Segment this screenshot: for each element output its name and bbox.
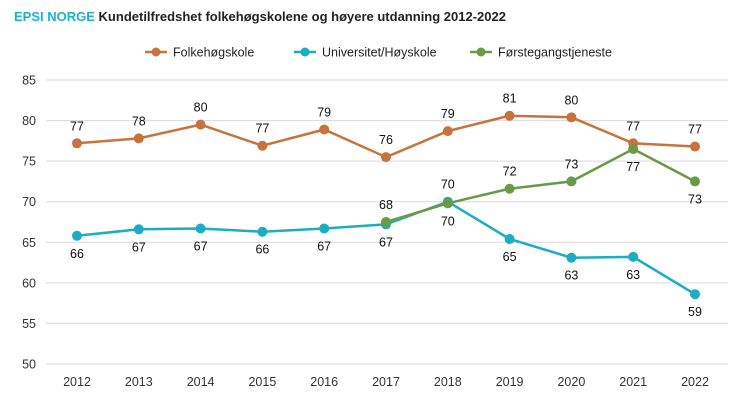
data-point	[690, 289, 700, 300]
y-tick-label: 55	[22, 317, 36, 331]
data-label: 77	[688, 123, 702, 137]
legend-marker	[476, 47, 486, 57]
data-point	[319, 223, 330, 234]
data-point	[133, 224, 144, 235]
data-label: 63	[626, 268, 640, 282]
data-label: 70	[441, 214, 455, 228]
x-tick-label: 2017	[372, 375, 400, 389]
data-point	[566, 112, 577, 123]
data-label: 80	[194, 101, 208, 115]
y-tick-label: 60	[22, 276, 36, 290]
data-label: 79	[441, 107, 455, 121]
data-point	[442, 198, 453, 209]
y-tick-label: 65	[22, 236, 36, 250]
data-label: 78	[132, 114, 146, 128]
x-tick-label: 2016	[310, 375, 338, 389]
data-point	[195, 119, 206, 130]
legend-marker	[151, 47, 161, 57]
data-point	[381, 152, 391, 163]
x-tick-label: 2012	[63, 375, 91, 389]
data-point	[504, 234, 515, 245]
x-tick-label: 2015	[248, 375, 276, 389]
legend-marker	[300, 47, 310, 57]
data-label: 63	[564, 269, 578, 283]
data-label: 67	[379, 235, 393, 249]
chart-title-bar: EPSI NORGE Kundetilfredshet folkehøgskol…	[14, 9, 506, 24]
x-tick-label: 2018	[434, 375, 462, 389]
data-point	[72, 138, 82, 149]
data-label: 59	[688, 305, 702, 319]
y-tick-label: 50	[22, 358, 36, 372]
data-point	[133, 133, 144, 144]
data-label: 81	[503, 92, 517, 106]
data-point	[504, 183, 515, 194]
x-tick-label: 2021	[619, 375, 647, 389]
data-label: 66	[70, 247, 84, 261]
data-point	[690, 176, 700, 187]
data-point	[690, 141, 700, 152]
data-point	[566, 176, 577, 187]
x-tick-label: 2019	[496, 375, 524, 389]
data-point	[257, 226, 268, 237]
y-tick-label: 85	[22, 74, 36, 88]
data-label: 77	[255, 122, 269, 136]
data-point	[628, 251, 639, 262]
data-point	[72, 230, 82, 241]
data-label: 67	[317, 239, 331, 253]
data-point	[381, 217, 391, 227]
data-label: 66	[255, 243, 269, 257]
data-label: 77	[626, 119, 640, 133]
data-label: 68	[379, 198, 393, 212]
data-label: 79	[317, 105, 331, 119]
data-label: 67	[194, 239, 208, 253]
y-tick-label: 75	[22, 155, 36, 169]
series-line	[385, 147, 696, 224]
data-point	[628, 143, 639, 154]
data-label: 67	[132, 240, 146, 254]
y-tick-label: 80	[22, 114, 36, 128]
data-point	[257, 140, 268, 151]
data-label: 77	[70, 119, 84, 133]
brand-label: EPSI NORGE	[14, 9, 95, 24]
data-label: 73	[688, 192, 702, 206]
data-label: 65	[503, 250, 517, 264]
data-point	[504, 110, 515, 121]
data-label: 77	[626, 160, 640, 174]
x-tick-label: 2022	[681, 375, 709, 389]
data-point	[195, 223, 206, 234]
data-label: 76	[379, 133, 393, 147]
data-label: 72	[503, 165, 517, 179]
y-tick-label: 70	[22, 195, 36, 209]
data-label: 73	[564, 157, 578, 171]
data-point	[319, 124, 330, 135]
data-point	[442, 126, 453, 137]
chart-title: Kundetilfredshet folkehøgskolene og høye…	[98, 9, 506, 24]
x-tick-label: 2013	[125, 375, 153, 389]
legend-label: Universitet/Høyskole	[322, 46, 437, 60]
data-label: 70	[441, 178, 455, 192]
legend-label: Folkehøgskole	[173, 46, 254, 60]
legend-label: Førstegangstjeneste	[498, 46, 612, 60]
x-tick-label: 2014	[187, 375, 215, 389]
data-point	[566, 252, 577, 263]
data-label: 80	[564, 93, 578, 107]
x-tick-label: 2020	[557, 375, 585, 389]
